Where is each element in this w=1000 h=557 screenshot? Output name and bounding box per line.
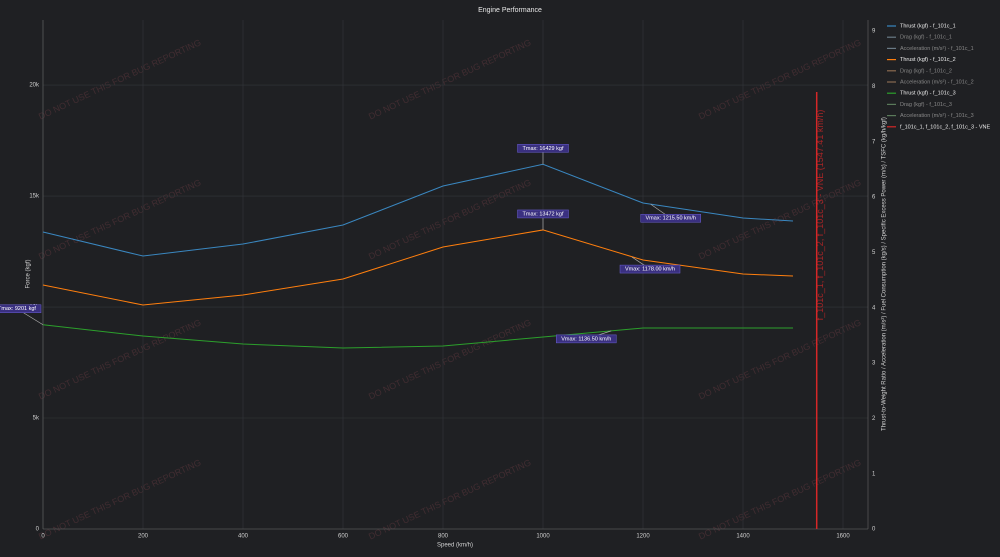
- y2-tick-label: 6: [872, 195, 876, 201]
- annotation-label: Vmax: 1178.00 km/h: [625, 267, 675, 273]
- annotation-box: [556, 334, 617, 344]
- y2-tick-label: 7: [872, 139, 876, 145]
- legend-label: Acceleration (m/s²) - f_101c_1: [900, 46, 974, 52]
- x-tick-label: 800: [438, 534, 449, 540]
- annotation-label: Vmax: 1136.50 km/h: [561, 336, 611, 342]
- x-tick-label: 0: [41, 534, 45, 540]
- legend-label: Drag (kgf) - f_101c_1: [900, 35, 952, 41]
- y-tick-label: 15k: [29, 194, 40, 200]
- y2-tick-label: 9: [872, 29, 876, 35]
- x-tick-label: 1000: [536, 534, 550, 540]
- legend-label: Thrust (kgf) - f_101c_3: [900, 91, 956, 97]
- y2-tick-label: 3: [872, 361, 876, 367]
- legend-label: f_101c_1, f_101c_2, f_101c_3 - VNE: [900, 124, 991, 130]
- y2-axis-title: Thrust-to-Weight Ratio / Acceleration (m…: [882, 117, 888, 431]
- annotation-box: [619, 264, 681, 274]
- y2-tick-label: 4: [872, 305, 876, 311]
- annotation-box: [517, 144, 569, 153]
- legend-label: Drag (kgf) - f_101c_2: [900, 68, 952, 74]
- chart-title: Engine Performance: [478, 7, 542, 14]
- x-tick-label: 400: [238, 534, 249, 540]
- series-line: [42, 229, 794, 306]
- x-tick-label: 1400: [736, 534, 750, 540]
- series-line: [42, 163, 794, 257]
- annotation-label: Tmax: 13472 kgf: [523, 211, 564, 217]
- legend-label: Thrust (kgf) - f_101c_2: [900, 57, 956, 63]
- y-axis-title: Force (kgf): [26, 259, 32, 288]
- annotation-box: [517, 209, 569, 219]
- y2-tick-label: 0: [872, 527, 876, 533]
- y-tick-label: 20k: [29, 83, 40, 89]
- x-tick-label: 1600: [836, 534, 850, 540]
- x-axis-title: Speed (km/h): [437, 543, 473, 549]
- y2-tick-label: 8: [872, 84, 876, 90]
- legend-label: Acceleration (m/s²) - f_101c_3: [900, 113, 974, 119]
- x-tick-label: 200: [138, 534, 149, 540]
- x-tick-label: 1200: [636, 534, 650, 540]
- annotation-label: Tmax: 16429 kgf: [523, 146, 564, 152]
- annotation-label: Tmax: 9201 kgf: [0, 306, 36, 312]
- series-line: [42, 324, 793, 349]
- annotation-box: [640, 213, 701, 223]
- vne-label: f_101c_1, f_101c_2, f_101c_3 - VNE (1547…: [815, 110, 825, 321]
- legend-label: Thrust (kgf) - f_101c_1: [900, 23, 956, 29]
- annotation-box: [0, 304, 42, 314]
- y2-tick-label: 5: [872, 250, 876, 256]
- x-tick-label: 600: [338, 534, 349, 540]
- y-tick-label: 5k: [33, 416, 40, 422]
- annotation-label: Vmax: 1215.50 km/h: [646, 216, 696, 222]
- legend-label: Drag (kgf) - f_101c_3: [900, 102, 952, 108]
- y2-tick-label: 1: [872, 471, 876, 477]
- y2-tick-label: 2: [872, 416, 876, 422]
- y-tick-label: 0: [36, 527, 40, 533]
- legend-label: Acceleration (m/s²) - f_101c_2: [900, 79, 974, 85]
